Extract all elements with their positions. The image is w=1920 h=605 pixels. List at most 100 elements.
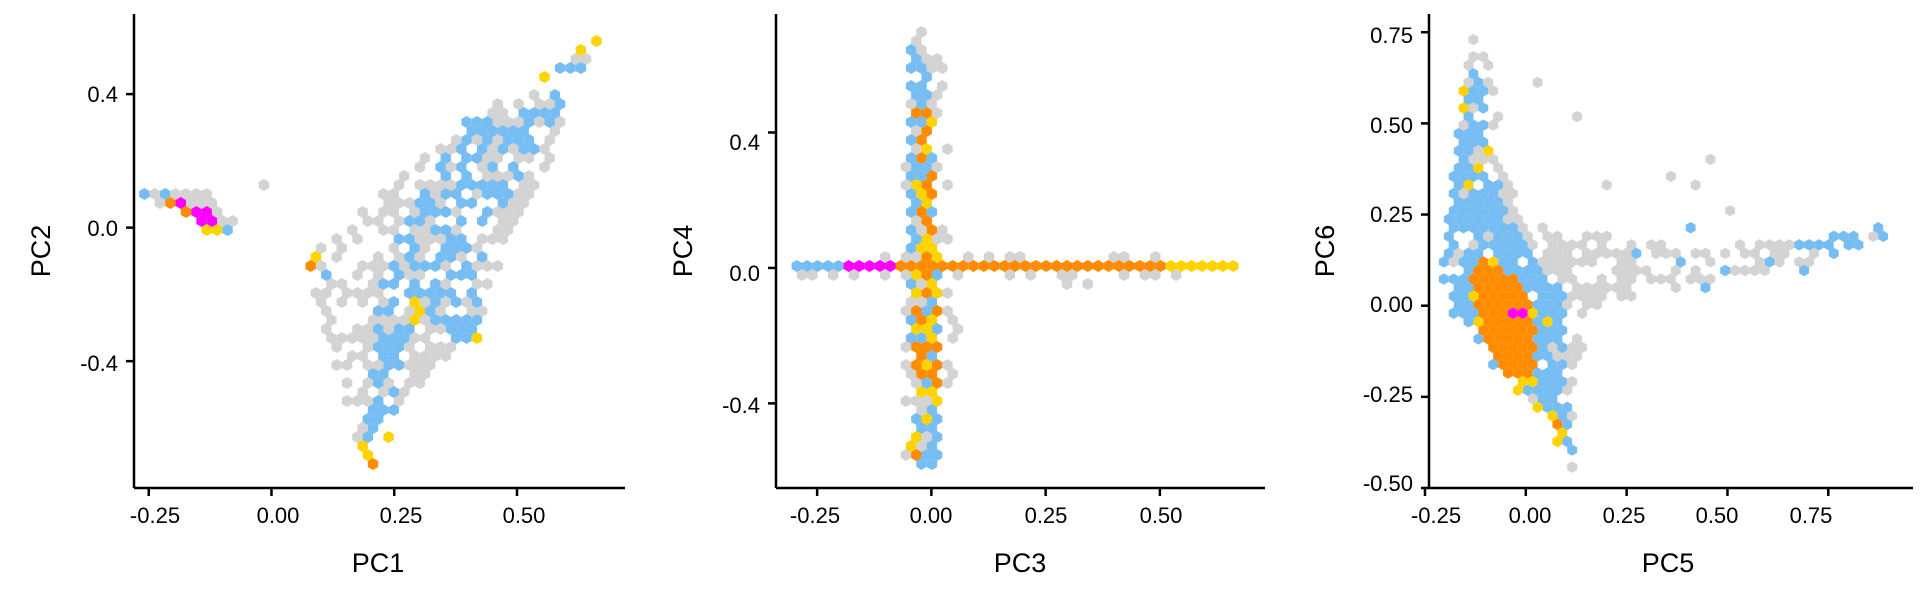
hexbin-cell [1665,170,1676,183]
hexbin-cell [445,341,457,353]
x-tick-label: -0.25 [130,503,180,528]
hexbin-cell [963,251,974,263]
hexbin-cell [435,179,446,191]
y-tick-label: 0.0 [87,216,118,241]
hexbin-cell [1572,333,1583,345]
hexbin-cell [1507,307,1518,319]
hexbin-cell [1493,230,1504,242]
hexbin-cell [513,170,524,182]
hexbin-cell [1601,281,1612,294]
hexbin-cell [424,341,436,353]
hexbin-cell [1577,341,1587,354]
hexbin-cell [926,278,938,290]
hexbin-cell [1567,444,1578,456]
hexbin-cell [1463,128,1474,140]
hexbin-cell [916,206,927,218]
hexbin-cell [482,206,493,218]
hexbin-cell [1448,170,1459,183]
hexbin-cell [911,197,922,209]
hexbin-cell [905,242,917,254]
hexbin-cell [1675,256,1686,268]
hexbin-cell [1601,230,1612,242]
x-tick-label: 0.25 [1025,503,1068,528]
hexbin-cell [1473,299,1484,311]
hexbin-cell [393,233,405,245]
hexbin-cell [1458,273,1469,285]
hexbin-cell [1458,204,1469,217]
hexbin-cell [1463,76,1474,89]
hexbin-cell [926,62,938,74]
y-tick-label: -0.50 [1363,471,1413,496]
hexbin-cell [1542,299,1553,311]
hexbin-cell [1759,264,1770,277]
hexbin-cell [1522,316,1533,328]
hexbin-cell [445,287,457,299]
hexbin-cell [367,314,379,326]
hexbin-cell [1611,247,1622,260]
hexbin-cell [885,260,896,272]
hexbin-cell [1443,213,1454,225]
hexbin-cell [911,107,922,119]
hexbin-cell [1532,76,1543,89]
hexbin-cell [419,332,431,344]
hexbin-cell [921,449,932,461]
hexbin-cell [201,206,212,218]
hexbin-cell [1532,350,1543,362]
hexbin-cell [1493,110,1504,123]
hexbin-cell [440,242,451,254]
hexbin-cell [1547,324,1558,337]
hexbin-cell [1562,435,1573,448]
hexbin-cell [539,161,550,173]
hexbin-cell [310,287,322,299]
hexbin-cell [1473,128,1484,140]
hexbin-cell [1517,324,1528,337]
hexbin-cell [1749,247,1760,260]
hexbin-cell [1004,269,1016,281]
hexbin-cell [336,242,348,254]
hexbin-cell [1749,264,1760,277]
hexbin-cell [1473,162,1484,174]
x-tick-label: 0.25 [380,503,423,528]
hexbin-cell [1582,230,1592,242]
hexbin-cell [352,431,363,443]
hexbin-cell [440,296,451,308]
hexbin-cell [430,296,441,308]
hexbin-cell [905,134,917,146]
hexbin-cell [373,269,384,281]
hexbin-cell [326,332,337,344]
hexbin-cell [523,116,535,128]
hexbin-cell [911,125,922,137]
hexbin-cell [362,359,374,371]
hexbin-cell [1685,273,1696,285]
hexbin-cell [1591,230,1602,242]
hexbin-cell [1774,256,1785,268]
hexbin-cell [921,377,932,389]
y-tick-label: 0.50 [1370,113,1413,138]
hexbin-cell [1616,290,1627,302]
hexbin-cell [362,341,374,353]
hexbin-cell [1448,222,1459,234]
hexbin-cell [476,305,488,317]
hexbin-cell [471,152,483,164]
hexbin-cell [476,125,488,137]
hexbin-cell [926,116,938,128]
x-axis-title: PC5 [1642,548,1695,578]
hexbin-cell [905,440,917,452]
hexbin-cell [331,251,342,263]
hexbin-cell [921,215,932,227]
hexbin-cell [1572,110,1583,123]
hexbin-cell [1537,256,1548,268]
hexbin-cell [916,134,927,146]
hexbin-cell [931,395,943,407]
hexbin-cell [1542,264,1553,277]
y-tick-label: 0.0 [729,261,760,286]
hexbin-cell [518,125,529,137]
hexbin-cell [916,278,927,290]
hexbin-cell [1176,260,1187,272]
hexbin-cell [1537,222,1548,234]
hexbin-cell [419,152,431,164]
hexbin-cell [1041,260,1052,272]
hexbin-cell [1463,59,1474,71]
hexbin-cell [1552,299,1563,311]
